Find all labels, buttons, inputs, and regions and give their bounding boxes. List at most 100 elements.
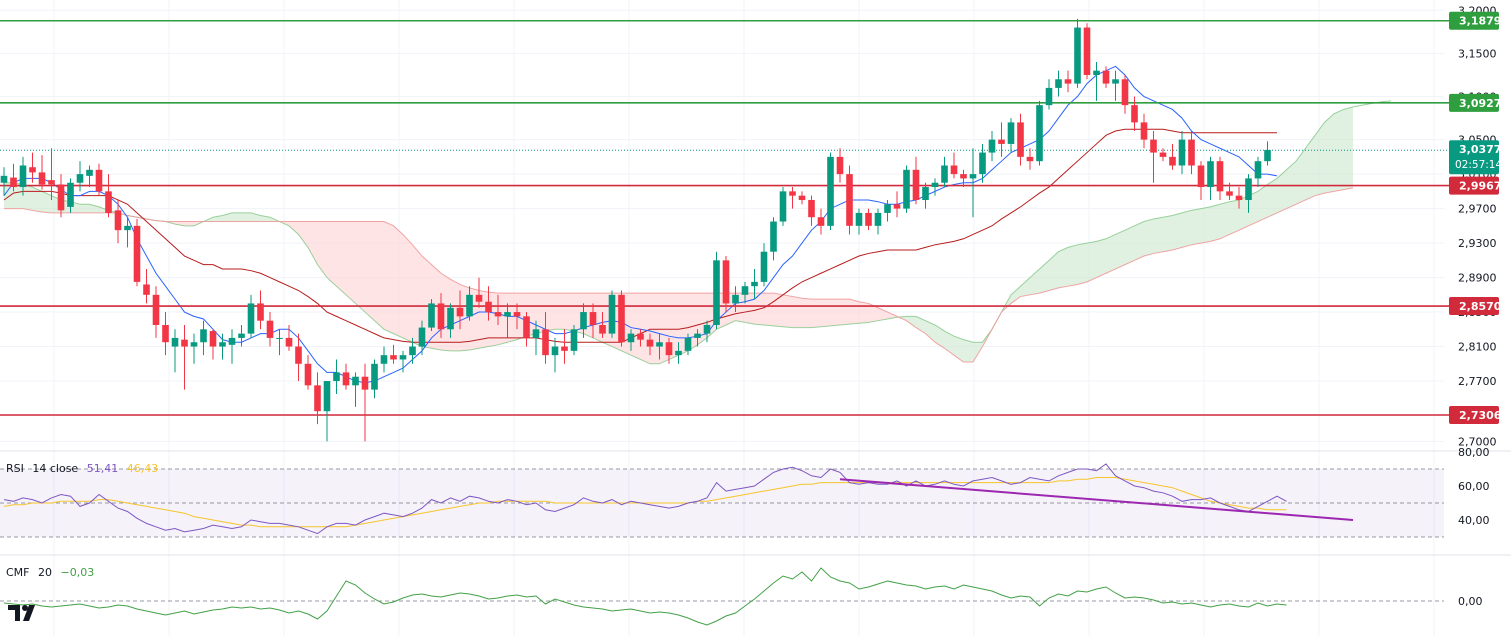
candle-body [105,191,112,213]
cloud-segment [498,293,508,345]
candle [190,333,198,364]
candle [1226,182,1233,200]
candle-body [152,294,160,325]
candle [922,182,929,209]
candle [817,208,825,235]
price-axis-tick: 2,7000 [1458,435,1497,448]
candle [1074,18,1081,88]
candle [1216,156,1224,200]
cloud-segment [859,301,869,324]
candle-body [684,337,692,351]
cmf-line [3,567,1287,626]
candle [124,217,131,248]
candle-body [276,337,283,339]
candle-body [551,346,559,356]
cloud-segment [868,303,878,323]
candle [618,290,625,347]
candle-body [76,174,84,183]
cloud-segment [1220,201,1230,239]
candle [456,290,464,330]
candle [67,178,74,213]
candle-body [190,342,198,347]
cloud-segment [289,221,299,235]
candle [722,256,730,313]
candle [1264,141,1271,166]
cloud-segment [745,293,755,325]
candle-body [437,303,445,330]
candle [589,303,597,338]
candle-body [969,174,977,179]
candle [105,174,112,218]
candle-body [608,294,616,334]
price-axis-tick: 2,8900 [1458,272,1497,285]
candle [789,187,796,209]
rsi-axis-tick: 40,00 [1458,514,1490,527]
candles [0,18,1271,442]
cloud-segment [355,221,365,313]
candle [950,152,958,179]
candle-body [836,156,844,175]
candle-body [57,184,65,211]
candle-body [1131,105,1138,123]
candle-body [1055,79,1062,88]
cloud-segment [1068,244,1078,287]
candle [409,337,416,364]
cloud-segment [1258,184,1268,222]
candle [219,333,226,360]
candle-body [1064,79,1072,84]
cmf-axis-tick: 0,00 [1458,595,1483,608]
cloud-segment [925,320,935,343]
cmf-legend[interactable]: CMF 20 −0,03 [6,566,99,579]
candle [0,167,8,196]
candle-body [865,212,872,226]
cloud-segment [906,316,916,328]
cloud-segment [374,221,384,330]
candle-body [1169,156,1176,166]
candle [646,333,654,356]
candle-body [133,225,141,282]
cloud-segment [1324,113,1334,194]
rsi-divergence-line [839,478,1354,521]
candle [1254,156,1262,188]
candle [1045,79,1053,110]
candle [665,337,673,364]
candle [333,359,340,394]
candle-body [428,303,435,328]
candle-body [29,167,36,173]
candle [29,152,36,183]
candle-body [855,212,863,226]
candle [960,169,967,188]
candle [143,268,150,304]
candle-body [371,363,378,390]
rsi-legend[interactable]: RSI 14 close 51,41 46,43 [6,462,163,475]
candle [827,152,834,231]
candle-body [637,333,644,340]
level-label-bg [1449,297,1499,316]
candle [703,320,711,343]
candle-body [751,281,758,287]
level-label: 2,7306 [1459,409,1502,422]
tradingview-logo[interactable] [8,604,40,626]
candle [19,156,27,196]
rsi-legend-name: RSI [6,462,24,475]
candle-body [694,333,701,338]
rsi-legend-params: 14 close [32,462,79,475]
candle [266,312,274,347]
cloud-segment [1267,178,1277,218]
candle-body [485,301,492,313]
price-axis-tick: 2,9700 [1458,203,1497,216]
candle-body [1245,178,1252,200]
cloud-segment [1343,106,1353,190]
candle-body [523,316,530,338]
cloud-segment [1210,204,1220,242]
candle-body [675,350,682,356]
cloud-segment [80,204,90,213]
cloud-segment [1039,260,1049,294]
candle [238,324,245,347]
candle-body [950,165,958,175]
candle [86,165,93,188]
candle-body [893,204,901,209]
candle [171,329,179,373]
